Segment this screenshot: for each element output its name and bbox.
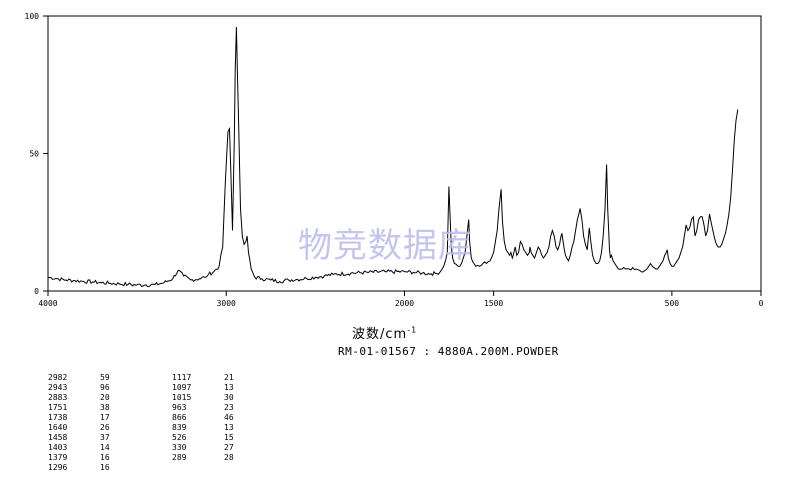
x-axis-ticks: 4000 3000 2000 1500 500 0: [38, 291, 764, 308]
peak-row: 1379 16: [48, 453, 130, 463]
peak-row: 1097 13: [172, 383, 254, 393]
peak-wavenumber: 1403: [48, 443, 68, 452]
peak-row: 866 46: [172, 413, 254, 423]
peak-intensity: 27: [224, 443, 234, 452]
peak-wavenumber: 1458: [48, 433, 68, 442]
x-tick-label: 4000: [38, 299, 57, 308]
peak-wavenumber: 1640: [48, 423, 68, 432]
x-tick-label: 1500: [484, 299, 503, 308]
peak-wavenumber: 1738: [48, 413, 68, 422]
peak-intensity: 17: [100, 413, 110, 422]
peak-row: 2943 96: [48, 383, 130, 393]
peak-row: 1015 30: [172, 393, 254, 403]
peak-intensity: 13: [224, 423, 234, 432]
x-axis-label-main: 波数/cm: [352, 327, 408, 342]
peak-wavenumber: 2883: [48, 393, 68, 402]
x-axis-label-sup: -1: [407, 325, 418, 335]
x-tick-label: 2000: [395, 299, 414, 308]
peak-wavenumber: 2943: [48, 383, 68, 392]
peak-row: 1751 38: [48, 403, 130, 413]
peak-wavenumber: 963: [172, 403, 187, 412]
peak-wavenumber: 1379: [48, 453, 68, 462]
watermark: 物竞数据库: [298, 226, 473, 266]
peak-intensity: 13: [224, 383, 234, 392]
peak-row: 1640 26: [48, 423, 130, 433]
peak-row: 963 23: [172, 403, 254, 413]
peak-intensity: 15: [224, 433, 234, 442]
peak-wavenumber: 289: [172, 453, 187, 462]
peak-intensity: 16: [100, 463, 110, 472]
peak-intensity: 23: [224, 403, 234, 412]
peak-wavenumber: 866: [172, 413, 187, 422]
peak-row: 839 13: [172, 423, 254, 433]
x-axis-label: 波数/cm-1: [352, 323, 417, 342]
y-axis-ticks: 100 50 0: [25, 12, 48, 296]
peak-row: 1296 16: [48, 463, 130, 473]
peak-row: 330 27: [172, 443, 254, 453]
peak-wavenumber: 330: [172, 443, 187, 452]
peak-row: 1403 14: [48, 443, 130, 453]
peak-wavenumber: 1296: [48, 463, 68, 472]
peak-table-left: 2982 59 2943 96 2883 20 1751 38 1738 17 1640 26 1458…: [48, 373, 130, 473]
peak-wavenumber: 526: [172, 433, 187, 442]
peak-row: 2982 59: [48, 373, 130, 383]
y-tick-label: 0: [34, 287, 39, 296]
x-tick-label: 0: [759, 299, 764, 308]
peak-wavenumber: 2982: [48, 373, 68, 382]
y-tick-label: 100: [25, 12, 40, 21]
peak-wavenumber: 839: [172, 423, 187, 432]
peak-table-right: 1117 21 1097 13 1015 30 963 23 866 46 839 13 526 15 33…: [172, 373, 254, 463]
peak-wavenumber: 1117: [172, 373, 192, 382]
peak-intensity: 30: [224, 393, 234, 402]
peak-wavenumber: 1097: [172, 383, 192, 392]
x-tick-label: 500: [665, 299, 680, 308]
x-tick-label: 3000: [217, 299, 236, 308]
peak-intensity: 96: [100, 383, 110, 392]
peak-intensity: 16: [100, 453, 110, 462]
peak-intensity: 21: [224, 373, 234, 382]
peak-intensity: 59: [100, 373, 110, 382]
peak-row: 2883 20: [48, 393, 130, 403]
peak-intensity: 46: [224, 413, 234, 422]
peak-row: 1738 17: [48, 413, 130, 423]
peak-row: 1458 37: [48, 433, 130, 443]
peak-intensity: 20: [100, 393, 110, 402]
peak-intensity: 26: [100, 423, 110, 432]
sample-label: RM-01-01567 : 4880A.200M.POWDER: [338, 345, 559, 358]
peak-intensity: 37: [100, 433, 110, 442]
peak-intensity: 38: [100, 403, 110, 412]
peak-intensity: 28: [224, 453, 234, 462]
peak-row: 526 15: [172, 433, 254, 443]
y-tick-label: 50: [29, 150, 39, 159]
peak-intensity: 14: [100, 443, 110, 452]
peak-wavenumber: 1751: [48, 403, 68, 412]
peak-row: 1117 21: [172, 373, 254, 383]
spectrum-line: [47, 26, 739, 288]
peak-wavenumber: 1015: [172, 393, 192, 402]
peak-row: 289 28: [172, 453, 254, 463]
